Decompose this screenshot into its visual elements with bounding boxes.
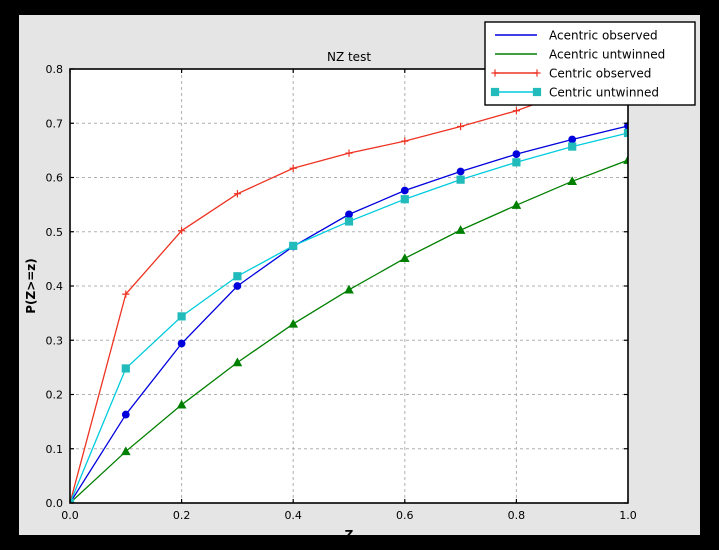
data-point-marker <box>344 217 354 226</box>
data-point-marker <box>233 272 242 281</box>
y-axis-tick-label: 0.5 <box>46 226 64 239</box>
plot-title: NZ test <box>327 50 371 64</box>
legend-label: Centric untwinned <box>549 86 659 100</box>
data-point-marker <box>121 364 130 373</box>
data-point-marker <box>511 200 522 209</box>
x-axis-tick-label: 0.0 <box>61 509 79 522</box>
data-point-marker <box>400 186 409 195</box>
data-point-marker <box>623 155 628 164</box>
x-axis-tick-label: 0.8 <box>508 509 526 522</box>
legend-marker <box>532 87 542 97</box>
x-axis-label: Z <box>345 528 354 535</box>
data-point-marker <box>232 357 243 367</box>
data-point-marker <box>345 149 353 157</box>
data-point-marker <box>345 210 353 219</box>
y-axis-label: P(Z>=z) <box>24 258 38 314</box>
series-acentric-observed[interactable] <box>67 122 632 507</box>
y-axis-tick-label: 0.0 <box>46 497 64 510</box>
legend-marker <box>491 69 499 77</box>
data-point-marker <box>567 176 578 185</box>
matplotlib-figure: 0.0 0.1 0.2 0.3 0.4 0.5 0.6 0.7 0.8 0.0 0.2 0.4 0.6 0… <box>19 15 700 535</box>
legend-box <box>484 21 696 106</box>
legend-label: Acentric untwinned <box>549 48 665 62</box>
legend-marker <box>490 87 500 97</box>
data-point-marker <box>233 282 242 290</box>
legend-item-centric-observed[interactable]: Centric observed <box>491 67 651 81</box>
data-point-marker <box>457 122 465 131</box>
data-point-marker <box>399 253 410 263</box>
data-point-marker <box>512 107 520 115</box>
series-group <box>66 69 632 507</box>
data-point-marker <box>401 137 409 145</box>
data-point-marker <box>456 175 465 184</box>
data-point-marker <box>568 142 577 151</box>
data-point-marker <box>288 318 299 328</box>
data-point-marker <box>400 195 409 204</box>
data-point-marker <box>623 128 628 138</box>
legend-label: Acentric observed <box>549 29 658 43</box>
data-point-marker <box>344 284 354 294</box>
data-point-marker <box>512 158 521 167</box>
data-point-marker <box>176 399 187 409</box>
data-point-marker <box>456 167 465 176</box>
nz-test-chart[interactable]: 0.0 0.1 0.2 0.3 0.4 0.5 0.6 0.7 0.8 0.0 0.2 0.4 0.6 0… <box>19 15 700 535</box>
data-point-marker <box>233 190 241 198</box>
series-centric-untwinned[interactable] <box>66 128 631 506</box>
x-axis-tick-label: 1.0 <box>619 509 637 522</box>
series-acentric-untwinned[interactable] <box>66 155 632 506</box>
legend[interactable]: Acentric observed Acentric untwinned Centr… <box>484 21 696 106</box>
y-axis-tick-label: 0.2 <box>46 389 64 402</box>
legend-item-acentric-observed[interactable]: Acentric observed <box>495 29 658 43</box>
axis-ticks: 0.0 0.1 0.2 0.3 0.4 0.5 0.6 0.7 0.8 0.0 0.2 0.4 0.6 0… <box>46 63 637 522</box>
data-point-marker <box>512 150 521 159</box>
data-point-marker <box>177 339 186 348</box>
data-point-marker <box>178 227 186 235</box>
legend-item-acentric-untwinned[interactable]: Acentric untwinned <box>495 48 665 62</box>
data-point-marker <box>568 135 577 144</box>
x-axis-tick-label: 0.4 <box>284 509 302 522</box>
x-axis-tick-label: 0.6 <box>396 509 414 522</box>
grid-lines <box>70 69 628 503</box>
x-axis-tick-label: 0.2 <box>173 509 191 522</box>
y-axis-tick-label: 0.7 <box>46 117 64 130</box>
data-point-marker <box>120 446 131 456</box>
legend-label: Centric observed <box>549 67 651 81</box>
y-axis-tick-label: 0.4 <box>46 280 64 293</box>
data-point-marker <box>177 312 186 321</box>
data-point-marker <box>289 164 297 172</box>
y-axis-tick-label: 0.3 <box>46 334 64 347</box>
y-axis-tick-label: 0.6 <box>46 172 64 185</box>
y-axis-tick-label: 0.1 <box>46 443 64 456</box>
data-point-marker <box>122 290 130 298</box>
data-point-marker <box>289 241 298 250</box>
legend-item-centric-untwinned[interactable]: Centric untwinned <box>490 86 659 100</box>
data-point-marker <box>121 410 130 419</box>
legend-marker <box>533 69 541 77</box>
y-axis-tick-label: 0.8 <box>46 63 64 76</box>
data-point-marker <box>455 225 466 234</box>
